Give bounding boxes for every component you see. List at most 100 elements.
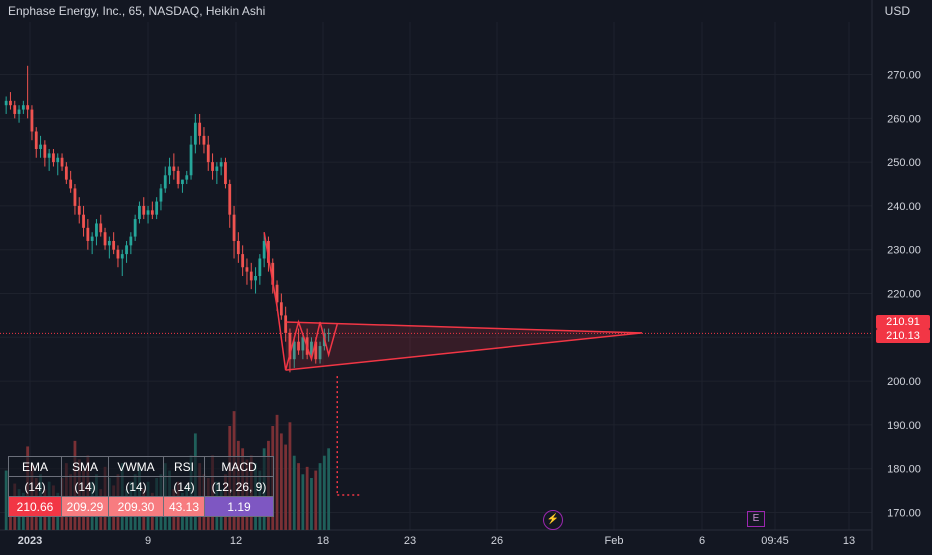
candle-body [26, 105, 30, 110]
candle-body [116, 249, 120, 259]
candle-body [262, 240, 266, 259]
volume-bar [301, 474, 305, 530]
volume-bar [4, 470, 8, 530]
candle-body [168, 166, 171, 176]
candle-body [69, 179, 73, 189]
volume-bar [318, 463, 322, 530]
indicator-param: (14) [163, 476, 205, 497]
volume-bar [314, 470, 318, 530]
chart-title: Enphase Energy, Inc., 65, NASDAQ, Heikin… [8, 4, 266, 18]
indicator-param: (14) [61, 476, 109, 497]
y-tick-label: 220.00 [887, 289, 921, 301]
x-tick-label: 26 [491, 535, 503, 547]
volume-bar [310, 478, 313, 530]
candle-body [176, 170, 180, 185]
candle-body [232, 214, 236, 241]
candle-body [318, 346, 322, 360]
candle-body [241, 254, 245, 268]
candle-body [228, 184, 232, 215]
candle-body [211, 162, 214, 171]
candle-body [142, 205, 146, 215]
x-tick-label: 9 [145, 535, 151, 547]
candle-body [52, 153, 55, 163]
candle-body [129, 236, 133, 246]
candle-body [146, 210, 150, 215]
x-tick-label: 18 [317, 535, 329, 547]
y-tick-label: 240.00 [887, 201, 921, 213]
x-tick-label: Feb [605, 535, 624, 547]
lightning-icon[interactable]: ⚡ [543, 510, 563, 530]
candle-body [301, 337, 305, 351]
candle-body [193, 122, 197, 145]
candle-body [107, 240, 111, 246]
x-tick-label: 2023 [18, 535, 42, 547]
volume-bar [327, 448, 331, 530]
candle-body [82, 214, 85, 228]
y-tick-label: 180.00 [887, 464, 921, 476]
candle-body [258, 258, 262, 276]
candle-body [39, 144, 42, 149]
x-tick-label: 6 [699, 535, 705, 547]
candle-body [254, 276, 257, 281]
indicator-param-row: (14) (14) (14) (14) (12, 26, 9) [8, 476, 274, 497]
earnings-badge[interactable]: E [747, 511, 765, 527]
candle-body [47, 153, 51, 158]
x-tick-label: 13 [843, 535, 855, 547]
indicator-param: (14) [108, 476, 164, 497]
candle-body [189, 144, 193, 176]
candle-body [271, 262, 275, 285]
candle-body [198, 122, 202, 136]
candle-body [297, 341, 300, 351]
candle-body [172, 166, 176, 171]
indicator-param: (14) [8, 476, 62, 497]
candle-body [219, 162, 223, 167]
candle-body [185, 175, 189, 180]
candle-body [99, 223, 103, 233]
candle-body [236, 240, 240, 255]
volume-bar [292, 455, 296, 530]
candle-body [112, 240, 116, 250]
y-tick-label: 250.00 [887, 157, 921, 169]
candle-body [288, 332, 292, 360]
y-tick-label: 190.00 [887, 420, 921, 432]
candle-body [103, 232, 107, 246]
candle-body [314, 341, 318, 360]
candle-body [206, 144, 210, 163]
volume-bar [322, 455, 326, 530]
candle-body [133, 219, 137, 237]
candle-body [34, 131, 38, 149]
candle-body [327, 332, 331, 334]
indicator-value: 43.13 [163, 496, 205, 517]
indicator-value-row: 210.66 209.29 209.30 43.13 1.19 [8, 496, 274, 517]
candle-body [90, 236, 94, 241]
y-tick-label: 260.00 [887, 113, 921, 125]
indicator-header: RSI [163, 456, 205, 477]
candle-body [275, 284, 279, 303]
last-price-tag: 210.91 [876, 315, 930, 329]
indicator-value: 209.29 [61, 496, 109, 517]
candle-body [43, 144, 47, 158]
candle-body [155, 201, 159, 215]
y-tick-label: 270.00 [887, 70, 921, 82]
candle-body [56, 157, 60, 163]
candle-body [267, 240, 270, 263]
grid-layer [0, 0, 873, 550]
candle-body [64, 166, 68, 180]
candle-body [86, 227, 90, 241]
indicator-value: 1.19 [204, 496, 274, 517]
axis-layer: 170.00180.00190.00200.00210.00220.00230.… [18, 70, 921, 547]
candle-body [138, 205, 141, 220]
indicator-param: (12, 26, 9) [204, 476, 274, 497]
indicator-header: SMA [61, 456, 109, 477]
candle-body [215, 166, 219, 171]
volume-bar [305, 466, 309, 530]
candle-body [284, 315, 288, 333]
candle-body [279, 302, 283, 316]
volume-bar [297, 463, 300, 530]
x-tick-label: 09:45 [761, 535, 789, 547]
indicator-header-row: EMA SMA VWMA RSI MACD [8, 456, 274, 477]
candle-body [30, 109, 34, 132]
candle-body [224, 162, 227, 185]
candle-body [150, 210, 154, 215]
candle-body [4, 100, 8, 106]
